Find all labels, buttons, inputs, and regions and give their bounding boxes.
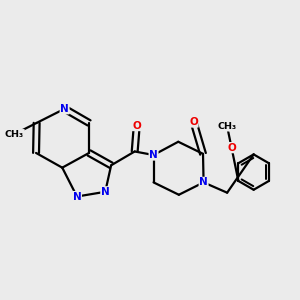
Text: N: N <box>149 150 158 160</box>
Text: N: N <box>101 187 110 197</box>
Text: N: N <box>73 191 81 202</box>
Text: O: O <box>189 117 198 127</box>
Text: CH₃: CH₃ <box>218 122 237 131</box>
Text: O: O <box>227 142 236 153</box>
Text: N: N <box>60 104 69 114</box>
Text: N: N <box>199 177 208 188</box>
Text: CH₃: CH₃ <box>5 130 24 139</box>
Text: O: O <box>132 121 141 130</box>
